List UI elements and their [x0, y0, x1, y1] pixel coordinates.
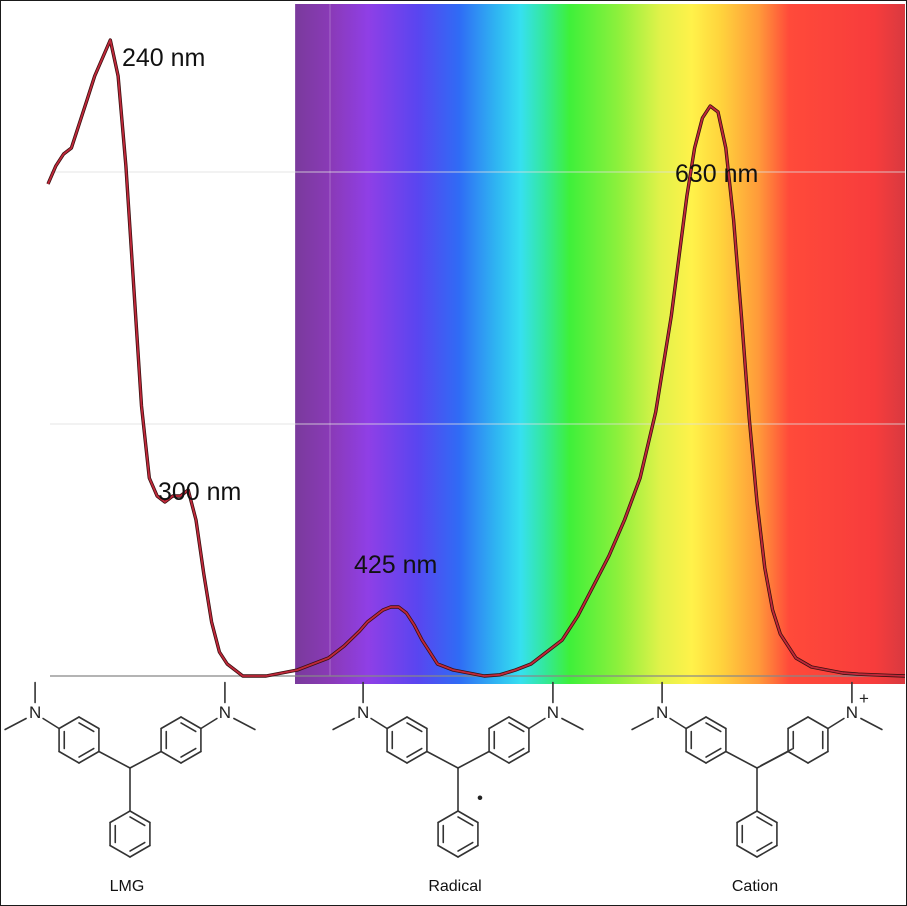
structure-radical: N N •	[332, 681, 584, 858]
peak-label: 240 nm	[122, 44, 205, 72]
ring-bond	[787, 716, 809, 730]
ring-bond	[685, 750, 707, 764]
ring-double-bond	[406, 747, 423, 758]
central-double-bond	[760, 748, 793, 767]
ring-bond	[685, 716, 707, 730]
ring-bond	[386, 716, 408, 730]
series-layer	[46, 38, 906, 678]
ring-double-bond	[756, 841, 773, 852]
ring-bond	[406, 750, 428, 764]
ring-double-bond	[756, 816, 773, 827]
amine-bond	[528, 717, 546, 730]
peak-label: 630 nm	[675, 160, 758, 188]
ring-bond	[508, 716, 530, 730]
amine-bond	[42, 717, 60, 730]
ring-bond	[736, 844, 758, 858]
ring-double-bond	[78, 722, 95, 733]
ring-double-bond	[508, 747, 525, 758]
nitrogen-atom: N	[547, 703, 559, 722]
ring-bond	[58, 716, 80, 730]
ring-bond	[508, 750, 530, 764]
ring-bond	[386, 750, 408, 764]
nitrogen-atom: N	[29, 703, 41, 722]
structure-cation: N N+	[631, 681, 883, 858]
peak-label: 425 nm	[354, 551, 437, 579]
methyl-bond	[233, 717, 256, 731]
ring-double-bond	[457, 841, 474, 852]
ring-double-bond	[180, 747, 197, 758]
ring-bond	[129, 844, 151, 858]
annotation-layer: 240 nm 300 nm 425 nm 630 nm	[122, 44, 758, 579]
ring-double-bond	[78, 747, 95, 758]
ring-bond	[78, 750, 100, 764]
plot-area: 240 nm 300 nm 425 nm 630 nm	[46, 4, 906, 684]
ring-bond	[736, 810, 758, 824]
central-bond	[426, 750, 459, 769]
central-bond	[725, 750, 758, 769]
methyl-bond	[4, 717, 27, 731]
ring-bond	[807, 716, 829, 730]
molecule-label-cation: Cation	[732, 878, 778, 895]
molecule-label-lmg: LMG	[110, 878, 145, 895]
nitrogen-atom: N	[846, 703, 858, 722]
spectrum-curve	[47, 39, 906, 677]
ring-bond	[756, 810, 778, 824]
nitrogen-atom: N	[656, 703, 668, 722]
ring-double-bond	[129, 816, 146, 827]
ring-bond	[488, 750, 510, 764]
ring-bond	[488, 716, 510, 730]
ring-double-bond	[457, 816, 474, 827]
central-bond	[98, 750, 131, 769]
visible-spectrum-band	[295, 4, 905, 684]
ring-bond	[109, 810, 131, 824]
methyl-bond	[561, 717, 584, 731]
ring-bond	[58, 750, 80, 764]
methyl-bond	[332, 717, 355, 731]
central-bond	[129, 750, 162, 769]
ring-bond	[437, 844, 459, 858]
amine-bond	[827, 717, 845, 730]
ring-bond	[78, 716, 100, 730]
ring-double-bond	[705, 747, 722, 758]
ring-bond	[180, 716, 202, 730]
ring-bond	[756, 844, 778, 858]
ring-bond	[705, 750, 727, 764]
methyl-bond	[631, 717, 654, 731]
ring-double-bond	[508, 722, 525, 733]
amine-bond	[200, 717, 218, 730]
ring-bond	[160, 750, 182, 764]
ring-bond	[457, 810, 479, 824]
positive-charge: +	[859, 689, 869, 708]
central-bond	[457, 750, 490, 769]
gridlines	[50, 4, 905, 676]
ring-bond	[180, 750, 202, 764]
ring-double-bond	[705, 722, 722, 733]
ring-double-bond	[129, 841, 146, 852]
nitrogen-atom: N	[357, 703, 369, 722]
ring-double-bond	[406, 722, 423, 733]
nitrogen-atom: N	[219, 703, 231, 722]
ring-bond	[406, 716, 428, 730]
methyl-bond	[860, 717, 883, 731]
ring-double-bond	[180, 722, 197, 733]
ring-bond	[160, 716, 182, 730]
ring-bond	[109, 844, 131, 858]
radical-dot: •	[477, 789, 483, 808]
ring-bond	[705, 716, 727, 730]
ring-bond	[807, 750, 829, 764]
ring-bond	[129, 810, 151, 824]
amine-bond	[669, 717, 687, 730]
amine-bond	[370, 717, 388, 730]
ring-bond	[457, 844, 479, 858]
chemical-structures: N N N N•N N+	[4, 681, 883, 858]
ring-bond	[787, 750, 809, 764]
molecule-label-radical: Radical	[428, 878, 481, 895]
ring-bond	[437, 810, 459, 824]
peak-label: 300 nm	[158, 478, 241, 506]
